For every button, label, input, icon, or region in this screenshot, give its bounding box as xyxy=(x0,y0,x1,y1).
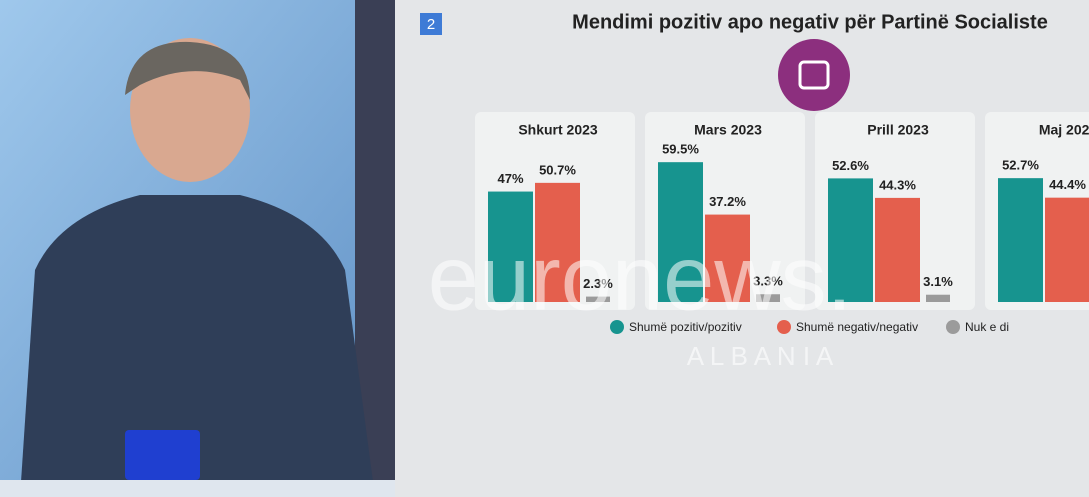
desk xyxy=(0,480,395,497)
value-label: 52.7% xyxy=(1002,158,1039,173)
person-shirt xyxy=(20,195,375,497)
category-label: Prill 2023 xyxy=(867,122,929,138)
bar xyxy=(1045,197,1089,302)
party-logo xyxy=(778,39,850,111)
value-label: 3.1% xyxy=(923,274,953,289)
plot: Shkurt 2023 47% 50.7% 2.3% Mars 2023 59.5% 37.… xyxy=(475,112,1089,334)
category-label: Shkurt 2023 xyxy=(518,122,598,138)
bar xyxy=(875,197,920,302)
category-label: Maj 2023 xyxy=(1039,122,1089,138)
value-label: 47% xyxy=(497,171,523,186)
legend-label: Shumë pozitiv/pozitiv xyxy=(629,320,742,334)
party-logo-mark xyxy=(798,60,830,90)
value-label: 59.5% xyxy=(662,142,699,157)
bar xyxy=(828,178,873,302)
badge-text: 2 xyxy=(427,16,435,33)
value-label: 2.3% xyxy=(583,276,613,291)
mug xyxy=(125,430,200,480)
value-label: 37.2% xyxy=(709,194,746,209)
badge xyxy=(420,13,442,35)
legend-dot xyxy=(946,320,960,334)
legend-dot xyxy=(777,320,791,334)
chart-title: Mendimi pozitiv apo negativ për Partinë … xyxy=(572,11,1048,33)
legend-label: Nuk e di xyxy=(965,320,1009,334)
legend-label: Shumë negativ/negativ xyxy=(796,320,918,334)
value-label: 44.4% xyxy=(1049,177,1086,192)
bar xyxy=(705,214,750,302)
bar xyxy=(998,178,1043,302)
legend-dot xyxy=(610,320,624,334)
watermark: euronews. xyxy=(428,227,852,329)
value-label: 52.6% xyxy=(832,158,869,173)
bar xyxy=(586,296,610,302)
bar xyxy=(756,294,780,302)
value-label: 3.3% xyxy=(753,274,783,289)
category-label: Mars 2023 xyxy=(694,122,762,138)
bar xyxy=(926,294,950,302)
bar xyxy=(488,191,533,302)
person-hair xyxy=(125,41,250,100)
bar xyxy=(658,162,703,302)
value-label: 50.7% xyxy=(539,162,576,177)
watermark-sub: A L B A N I A xyxy=(687,341,834,371)
value-label: 44.3% xyxy=(879,177,916,192)
bar xyxy=(535,182,580,302)
